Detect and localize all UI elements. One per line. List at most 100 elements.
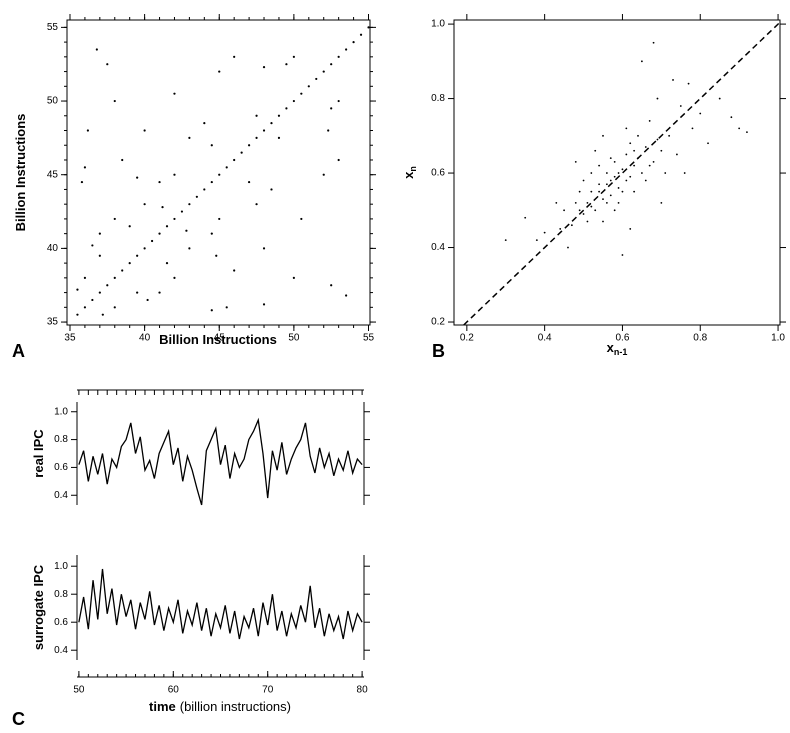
point — [605, 183, 608, 186]
y-axis-label: Billion Instructions — [13, 114, 28, 232]
x-tick-label: 55 — [363, 333, 375, 344]
point — [158, 291, 161, 294]
diagonal-reference — [463, 21, 781, 326]
point — [150, 239, 154, 243]
y-tick-label: 45 — [47, 169, 59, 180]
point — [345, 294, 348, 297]
point — [337, 55, 340, 58]
point — [218, 173, 221, 176]
point — [262, 303, 266, 306]
point — [563, 209, 565, 212]
point — [687, 82, 690, 85]
point — [629, 142, 632, 145]
x-tick-label: 45 — [214, 333, 226, 344]
panel-letter: B — [432, 341, 445, 361]
point — [83, 276, 87, 279]
point — [91, 298, 94, 302]
point — [218, 217, 221, 221]
point — [621, 168, 624, 171]
point — [570, 224, 573, 227]
point — [136, 254, 139, 257]
point — [262, 129, 266, 132]
point — [609, 157, 612, 160]
point — [128, 262, 131, 265]
x-tick-label: 40 — [139, 333, 151, 344]
point — [173, 276, 176, 279]
point — [640, 60, 643, 63]
point — [143, 247, 146, 250]
point — [292, 55, 295, 58]
point — [629, 175, 632, 178]
point — [683, 172, 686, 174]
point — [146, 298, 149, 302]
point — [648, 164, 651, 167]
point — [660, 149, 663, 152]
y-axis-label-text: real IPC — [31, 429, 46, 478]
x-axis-label: Billion Instructions — [159, 332, 277, 347]
point — [640, 172, 643, 174]
point — [76, 313, 79, 316]
point — [625, 127, 628, 130]
x-axis-label-text: Billion Instructions — [159, 332, 277, 347]
point — [322, 70, 325, 73]
y-tick-label: 0.6 — [54, 462, 68, 473]
point — [233, 55, 236, 58]
point — [605, 172, 608, 174]
point — [543, 231, 546, 234]
point — [158, 180, 161, 184]
point — [330, 284, 333, 287]
point — [136, 291, 139, 294]
point — [578, 190, 581, 193]
point — [203, 188, 206, 191]
point — [165, 225, 169, 228]
point — [590, 205, 593, 208]
point — [676, 153, 678, 156]
point — [330, 107, 333, 110]
point — [598, 164, 601, 167]
y-tick-label: 35 — [47, 317, 59, 328]
y-axis-label: xn — [401, 166, 418, 179]
point — [113, 99, 116, 103]
x-tick-label: 50 — [73, 685, 85, 696]
point — [578, 209, 581, 212]
x-tick-label: 0.4 — [538, 333, 552, 344]
y-axis-label-text: Billion Instructions — [13, 114, 28, 232]
point — [660, 201, 663, 204]
point — [165, 262, 169, 265]
point — [106, 284, 109, 287]
point — [121, 158, 124, 162]
panel-letter: A — [12, 341, 25, 361]
point — [707, 142, 709, 145]
point — [292, 99, 295, 103]
point — [617, 172, 620, 174]
point — [555, 201, 558, 204]
point — [535, 239, 538, 241]
y-axis-label-sub: n — [408, 166, 418, 172]
x-axis-label-text: x — [607, 340, 615, 355]
point — [113, 217, 116, 221]
point — [315, 77, 318, 81]
y-tick-label: 1.0 — [54, 561, 68, 572]
point — [613, 209, 616, 212]
point — [98, 291, 101, 294]
point — [574, 201, 577, 204]
point — [337, 99, 340, 103]
point — [136, 176, 139, 179]
point — [188, 136, 191, 139]
point — [91, 244, 94, 247]
x-axis-label-text: (billion instructions) — [180, 699, 291, 714]
plot-frame — [66, 19, 371, 326]
point — [644, 179, 647, 182]
point — [730, 116, 733, 119]
x-axis-label: xn-1 — [607, 340, 628, 357]
point — [161, 206, 164, 209]
point — [574, 160, 577, 163]
point — [621, 254, 624, 256]
x-axis-label-sub: n-1 — [614, 347, 628, 357]
point — [285, 63, 288, 66]
point — [255, 114, 258, 117]
x-tick-label: 70 — [262, 685, 274, 696]
point — [80, 180, 84, 184]
point — [637, 134, 639, 137]
point — [195, 195, 198, 198]
